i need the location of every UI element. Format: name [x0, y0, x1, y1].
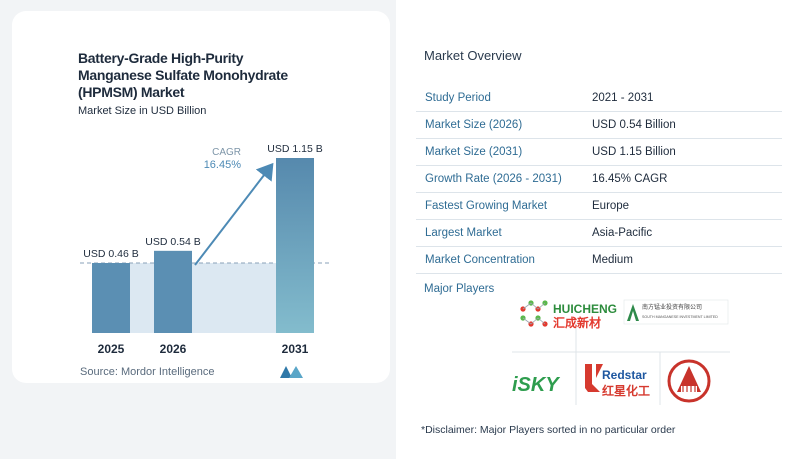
x-tick-2026: 2026	[160, 342, 187, 356]
redstar-name-en: Redstar	[602, 368, 647, 382]
redstar-emblem-icon	[585, 364, 600, 392]
overview-key: Growth Rate (2026 - 2031)	[416, 165, 583, 193]
cagr-label: CAGR	[212, 147, 241, 158]
overview-value: 16.45% CAGR	[583, 165, 782, 193]
overview-value: USD 1.15 Billion	[583, 138, 782, 166]
isky-name: iSKY	[512, 374, 560, 396]
bar-2031	[276, 158, 314, 333]
overview-value: Asia-Pacific	[583, 219, 782, 247]
huicheng-name-en: HUICHENG	[553, 302, 617, 316]
data-label-2031: USD 1.15 B	[267, 143, 322, 155]
overview-row: Market Size (2026) USD 0.54 Billion	[416, 111, 782, 139]
bar-2026	[154, 250, 192, 333]
south-manganese-name-en: SOUTH MANGANESE INVESTMENT LIMITED	[642, 315, 718, 319]
x-tick-2031: 2031	[282, 342, 309, 356]
south-manganese-logo: 南方锰业投资有限公司 SOUTH MANGANESE INVESTMENT LI…	[623, 299, 729, 325]
huicheng-name-cn: 汇成新材	[553, 315, 601, 330]
disclaimer-text: *Disclaimer: Major Players sorted in no …	[421, 424, 676, 436]
chart-subtitle: Market Size in USD Billion	[78, 105, 207, 117]
overview-row: Study Period 2021 - 2031	[416, 85, 782, 112]
overview-value: Europe	[583, 192, 782, 220]
overview-key: Largest Market	[416, 219, 583, 247]
x-tick-2025: 2025	[98, 342, 125, 356]
source-text: Source: Mordor Intelligence	[80, 366, 215, 378]
overview-row: Fastest Growing Market Europe	[416, 192, 782, 220]
cagr-value: 16.45%	[204, 159, 242, 171]
mordor-logo-icon	[280, 366, 303, 378]
overview-value: USD 0.54 Billion	[583, 111, 782, 139]
bar-2025	[92, 263, 130, 333]
overview-value: Medium	[583, 246, 782, 274]
overview-row: Market Concentration Medium	[416, 246, 782, 274]
major-players-label: Major Players	[424, 283, 495, 295]
data-label-2025: USD 0.46 B	[83, 248, 138, 260]
huicheng-logo: HUICHENG 汇成新材	[520, 300, 617, 330]
south-manganese-name-cn: 南方锰业投资有限公司	[642, 303, 702, 311]
round-emblem-logo	[667, 359, 711, 403]
overview-row: Growth Rate (2026 - 2031) 16.45% CAGR	[416, 165, 782, 193]
overview-title: Market Overview	[424, 48, 522, 63]
overview-table: Study Period 2021 - 2031 Market Size (2026…	[416, 85, 782, 274]
overview-row: Market Size (2031) USD 1.15 Billion	[416, 138, 782, 166]
overview-row: Largest Market Asia-Pacific	[416, 219, 782, 247]
overview-key: Market Size (2031)	[416, 138, 583, 166]
chart-title: Battery-Grade High-Purity Manganese Sulf…	[78, 50, 288, 100]
huicheng-molecule-icon	[520, 300, 548, 327]
isky-logo: iSKY	[512, 374, 560, 396]
redstar-name-cn: 红星化工	[602, 383, 650, 398]
redstar-logo: Redstar 红星化工	[585, 364, 650, 398]
overview-key: Market Size (2026)	[416, 111, 583, 139]
cagr-arrow	[194, 162, 274, 266]
overview-key: Study Period	[416, 85, 583, 112]
overview-value: 2021 - 2031	[583, 85, 782, 112]
overview-key: Market Concentration	[416, 246, 583, 274]
overview-key: Fastest Growing Market	[416, 192, 583, 220]
data-label-2026: USD 0.54 B	[145, 236, 200, 248]
